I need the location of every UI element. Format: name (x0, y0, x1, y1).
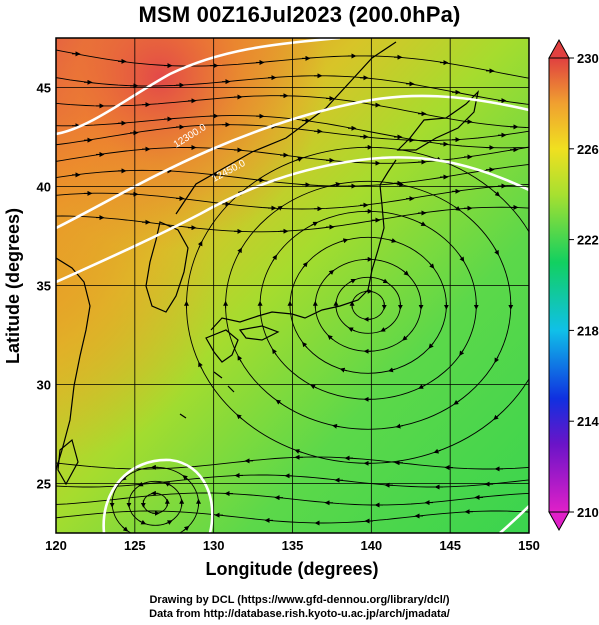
flow-arrow (122, 526, 129, 532)
credit-dcl: Drawing by DCL (https://www.gfd-dennou.o… (149, 594, 450, 606)
flow-arrow (418, 384, 426, 389)
flow-arrow (402, 335, 409, 341)
colorbar-tick-label: 222 (577, 233, 599, 248)
streamline (56, 206, 529, 233)
colorbar-scale (548, 57, 570, 513)
flow-arrow (236, 414, 243, 420)
y-tick-label: 25 (37, 477, 51, 492)
y-tick-label: 45 (37, 81, 51, 96)
colorbar-tick-label: 226 (577, 142, 599, 157)
flow-arrow (388, 367, 396, 373)
flow-arrow (494, 248, 499, 256)
flow-arrow (340, 238, 349, 244)
x-axis: 120 125 130 135 140 145 150 (45, 538, 540, 553)
flow-arrow (535, 363, 537, 368)
streamline (56, 510, 529, 524)
flow-arrow (428, 342, 434, 349)
flow-arrow (328, 269, 335, 276)
flow-arrow (459, 255, 465, 263)
y-tick-label: 40 (37, 180, 51, 195)
flow-arrow (429, 262, 435, 269)
flow-arrow (348, 327, 355, 333)
streamline (56, 474, 529, 488)
flow-arrow (453, 399, 460, 405)
streamline (56, 49, 529, 79)
credit-data-source: Data from http://database.rish.kyoto-u.a… (149, 608, 450, 620)
streamline (56, 95, 529, 129)
plot-frame (55, 37, 530, 534)
flow-arrow (419, 221, 427, 226)
chart-title: MSM 00Z16Jul2023 (200.0hPa) (138, 2, 461, 27)
flow-arrow (494, 356, 500, 364)
flow-arrow (295, 157, 303, 162)
y-axis-label: Latitude (degrees) (3, 208, 23, 364)
colorbar-tick-label: 230 (577, 51, 599, 66)
colorbar-tick-label: 218 (577, 323, 599, 338)
flow-arrow (493, 414, 500, 420)
x-tick-label: 125 (124, 538, 146, 553)
x-tick-label: 120 (45, 538, 67, 553)
flow-arrow (275, 399, 283, 405)
colorbar-tick-label: 214 (577, 414, 599, 429)
colorbar-min-arrow (548, 511, 570, 532)
flow-arrow (535, 242, 537, 247)
flow-arrow (272, 348, 277, 356)
flow-arrow (381, 278, 389, 284)
streamline (56, 115, 529, 149)
y-tick-label: 30 (37, 378, 51, 393)
flow-arrow (380, 327, 388, 332)
flow-arrow (349, 279, 357, 284)
flow-arrow (433, 448, 441, 454)
flow-arrow (198, 361, 203, 369)
colorbar-max-arrow (548, 38, 570, 59)
coastlines (56, 41, 479, 486)
flow-arrow (310, 384, 318, 390)
flow-arrow (389, 238, 397, 243)
colorbar-tick-label: 210 (577, 505, 599, 520)
flow-arrow (402, 270, 409, 276)
flow-arrow (333, 182, 341, 187)
lat-lon-grid (56, 38, 529, 533)
streamline (56, 492, 529, 506)
flow-arrow (395, 423, 403, 429)
x-tick-label: 130 (203, 538, 225, 553)
flow-arrow (197, 240, 203, 248)
y-tick-label: 35 (37, 279, 51, 294)
flow-arrow (272, 254, 278, 262)
flow-arrow (237, 355, 243, 362)
x-tick-label: 145 (439, 538, 461, 553)
x-tick-label: 140 (360, 538, 382, 553)
flow-arrow (459, 349, 465, 357)
flow-arrow (121, 475, 128, 481)
flow-arrow (139, 519, 147, 525)
height-contours (56, 38, 529, 533)
x-axis-label: Longitude (degrees) (205, 559, 378, 579)
flow-arrow (302, 261, 308, 268)
x-tick-label: 135 (282, 538, 304, 553)
streamline (56, 146, 529, 164)
flow-arrow (183, 525, 190, 532)
flow-arrow (339, 367, 348, 373)
flow-arrow (237, 247, 242, 255)
flow-arrow (332, 423, 340, 429)
y-axis: 25 30 35 40 45 (37, 81, 51, 492)
flow-arrow (294, 449, 302, 454)
streamline (56, 75, 529, 105)
flow-arrow (311, 221, 319, 227)
flow-arrow (165, 520, 173, 525)
flow-arrow (494, 191, 501, 197)
flow-arrow (302, 341, 308, 348)
streamline (56, 184, 529, 210)
colorbar: 230 226 222 218 214 210 (548, 38, 599, 532)
flow-arrow (327, 334, 334, 341)
map-field: 12300.0 12450.0 (56, 38, 537, 533)
x-tick-label: 150 (518, 538, 540, 553)
streamline (56, 164, 529, 187)
